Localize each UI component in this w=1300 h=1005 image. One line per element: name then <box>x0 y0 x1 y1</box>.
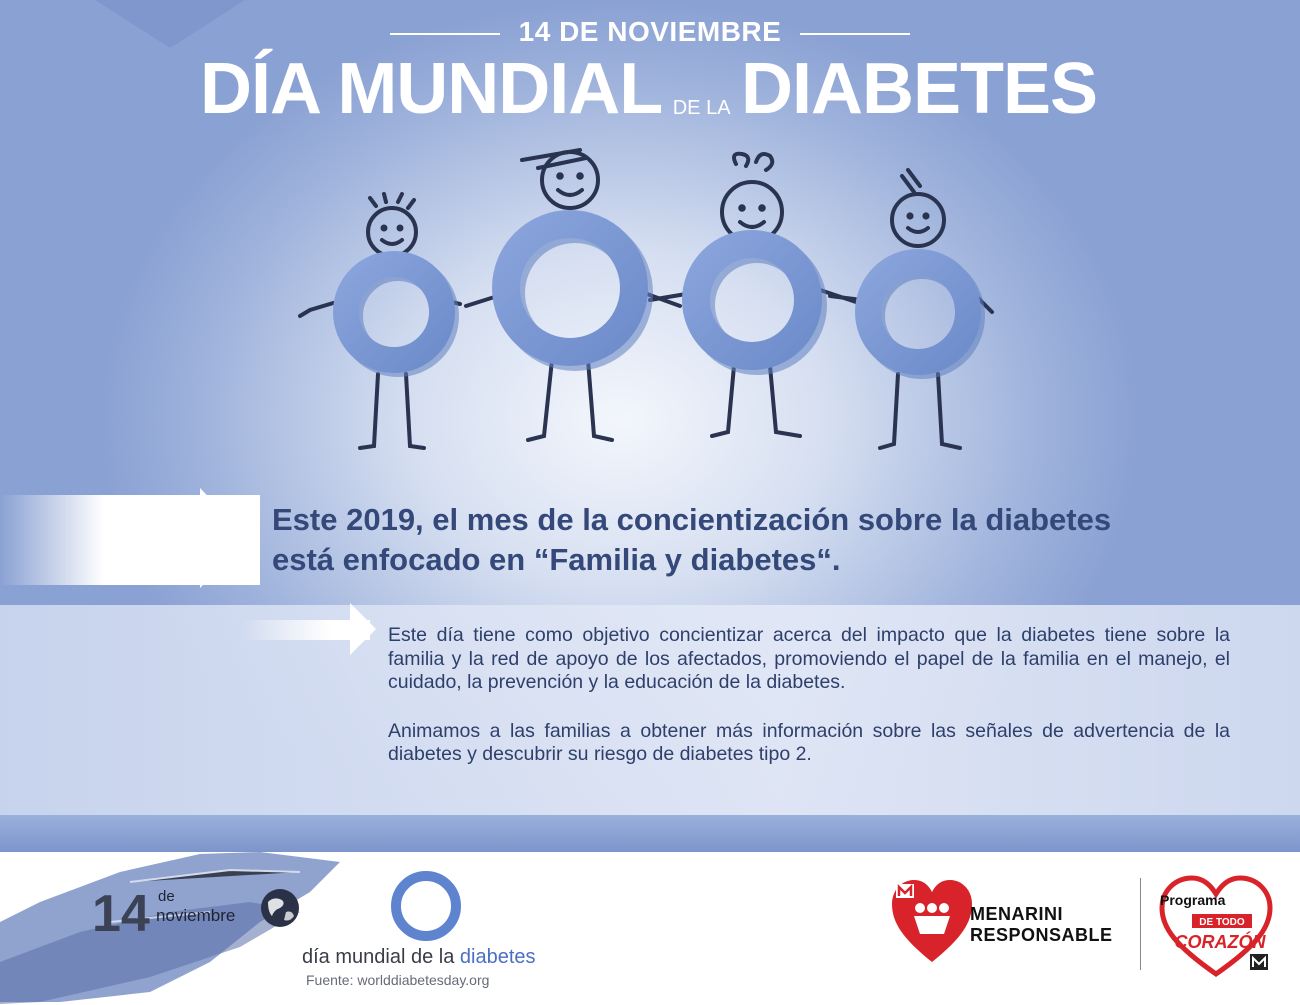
menarini-line-1: MENARINI <box>970 904 1063 924</box>
footer-day-month: noviembre <box>156 906 236 925</box>
menarini-heart-logo <box>892 880 972 962</box>
body-paragraph-2: Animamos a las familias a obtener más in… <box>388 719 1230 766</box>
corner-triangle <box>95 0 245 48</box>
blue-rings <box>333 210 985 379</box>
body-arrow <box>350 603 376 655</box>
family-ring-figures <box>298 148 994 450</box>
date-banner: 14 DE NOVIEMBRE <box>0 16 1300 48</box>
title-part-1: DÍA MUNDIAL <box>200 49 663 129</box>
date-line-right <box>799 32 910 35</box>
page-title: DÍA MUNDIAL DE LA DIABETES <box>200 48 1100 130</box>
body-band <box>0 605 1300 815</box>
menarini-line-2: RESPONSABLE <box>970 925 1113 945</box>
footer-day-de: de <box>158 888 175 905</box>
title-connector: DE LA <box>672 97 731 120</box>
date-text: 14 DE NOVIEMBRE <box>518 16 782 47</box>
wdd-wordmark: día mundial de la diabetes <box>302 946 536 969</box>
body-text: Este día tiene como objetivo concientiza… <box>388 624 1230 792</box>
figure-adult-1 <box>464 148 682 442</box>
body-arrow-band <box>240 620 370 640</box>
brush-stroke <box>0 852 340 1004</box>
headline-line-1: Este 2019, el mes de la concientización … <box>272 502 1112 537</box>
blue-circle-logo <box>391 871 461 941</box>
menarini-wordmark: MENARINI RESPONSABLE <box>970 904 1113 946</box>
figure-child-2 <box>828 168 994 450</box>
title-part-2: DIABETES <box>741 49 1098 129</box>
footer: 14 de noviembre día mundial de la diabet… <box>0 852 1300 1005</box>
headline-line-2: está enfocado en “Familia y diabetes“. <box>272 542 841 577</box>
programa-corazon-logo: DE TODO CORAZÓN <box>1159 875 1273 978</box>
logo-divider <box>1140 878 1141 970</box>
headline: Este 2019, el mes de la concientización … <box>272 500 1272 580</box>
date-line-left <box>390 32 501 35</box>
headline-arrow <box>200 488 248 588</box>
footer-day-number: 14 <box>92 885 150 943</box>
pdtc-programa: Programa <box>1160 892 1226 908</box>
globe-icon <box>261 889 299 927</box>
body-paragraph-1: Este día tiene como objetivo concientiza… <box>388 624 1230 693</box>
wdd-text-prefix: día mundial de la <box>302 946 460 968</box>
bottom-band <box>0 815 1300 852</box>
wdd-text-highlight: diabetes <box>459 946 536 968</box>
pdtc-corazon: CORAZÓN <box>1175 931 1267 952</box>
source-credit: Fuente: worlddiabetesday.org <box>306 972 490 988</box>
pdtc-de-todo: DE TODO <box>1199 917 1245 928</box>
